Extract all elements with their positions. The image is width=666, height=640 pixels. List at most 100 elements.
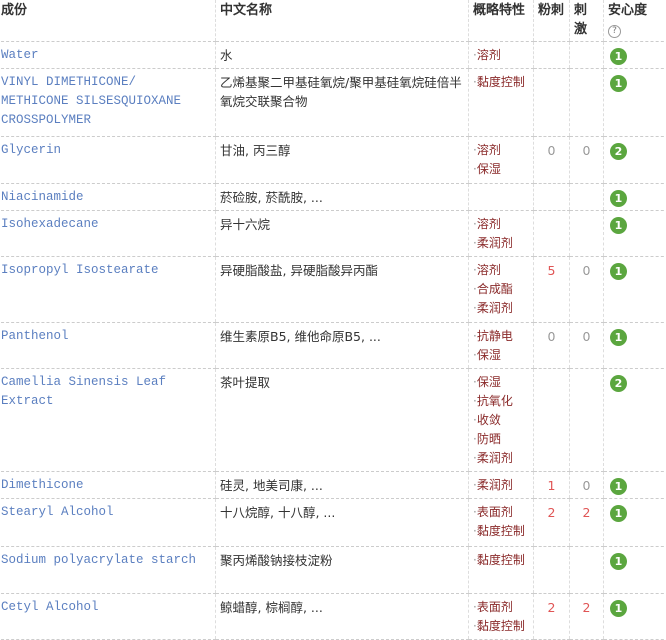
irritation-score	[570, 547, 604, 594]
safety-label: 安心度	[608, 3, 647, 18]
ingredient-link[interactable]: Stearyl Alcohol	[0, 499, 216, 547]
ingredient-link[interactable]: Cetyl Alcohol	[0, 594, 216, 640]
table-row: Glycerin 甘油, 丙三醇 溶剂保湿 0 0 2	[0, 137, 666, 184]
safety-badge: 1	[610, 600, 627, 617]
safety-cell: 1	[604, 594, 666, 640]
acne-score: 1	[534, 472, 570, 499]
chinese-name: 菸硷胺, 菸酰胺, ...	[216, 184, 469, 211]
irritation-score	[570, 69, 604, 137]
safety-cell: 1	[604, 69, 666, 137]
chinese-name: 异十六烷	[216, 211, 469, 257]
properties-cell: 溶剂合成酯柔润剂	[469, 257, 534, 323]
safety-cell: 1	[604, 547, 666, 594]
header-chinese: 中文名称	[216, 0, 469, 42]
safety-cell: 1	[604, 184, 666, 211]
chinese-name: 硅灵, 地美司康, ...	[216, 472, 469, 499]
safety-badge: 1	[610, 217, 627, 234]
acne-score: 5	[534, 257, 570, 323]
property-tag: 保湿	[473, 346, 529, 365]
property-tag: 表面剂	[473, 503, 529, 522]
table-row: Dimethicone 硅灵, 地美司康, ... 柔润剂 1 0 1	[0, 472, 666, 499]
acne-score	[534, 547, 570, 594]
property-tag: 柔润剂	[473, 476, 529, 495]
irritation-score: 2	[570, 499, 604, 547]
safety-badge: 2	[610, 143, 627, 160]
acne-score	[534, 42, 570, 69]
ingredient-link[interactable]: Sodium polyacrylate starch	[0, 547, 216, 594]
properties-cell: 溶剂柔润剂	[469, 211, 534, 257]
table-row: Isohexadecane 异十六烷 溶剂柔润剂 1	[0, 211, 666, 257]
safety-cell: 2	[604, 137, 666, 184]
property-tag: 溶剂	[473, 215, 529, 234]
ingredient-link[interactable]: Isopropyl Isostearate	[0, 257, 216, 323]
properties-cell: 黏度控制	[469, 69, 534, 137]
table-row: Sodium polyacrylate starch 聚丙烯酸钠接枝淀粉 黏度控…	[0, 547, 666, 594]
property-tag: 黏度控制	[473, 617, 529, 636]
safety-cell: 1	[604, 211, 666, 257]
table-row: Panthenol 维生素原B5, 维他命原B5, ... 抗静电保湿 0 0 …	[0, 323, 666, 369]
property-tag: 表面剂	[473, 598, 529, 617]
property-tag: 柔润剂	[473, 299, 529, 318]
table-row: Isopropyl Isostearate 异硬脂酸盐, 异硬脂酸异丙酯 溶剂合…	[0, 257, 666, 323]
property-tag: 溶剂	[473, 141, 529, 160]
irritation-score: 0	[570, 137, 604, 184]
ingredient-link[interactable]: Dimethicone	[0, 472, 216, 499]
header-ingredient: 成份	[0, 0, 216, 42]
table-row: Niacinamide 菸硷胺, 菸酰胺, ... 1	[0, 184, 666, 211]
property-tag: 溶剂	[473, 261, 529, 280]
acne-score: 0	[534, 137, 570, 184]
header-properties: 概略特性	[469, 0, 534, 42]
ingredient-link[interactable]: Glycerin	[0, 137, 216, 184]
safety-cell: 1	[604, 499, 666, 547]
safety-cell: 1	[604, 42, 666, 69]
ingredient-link[interactable]: Water	[0, 42, 216, 69]
safety-cell: 2	[604, 369, 666, 472]
acne-score: 0	[534, 323, 570, 369]
safety-badge: 1	[610, 478, 627, 495]
safety-badge: 1	[610, 75, 627, 92]
ingredient-link[interactable]: Camellia Sinensis Leaf Extract	[0, 369, 216, 472]
chinese-name: 水	[216, 42, 469, 69]
properties-cell: 表面剂黏度控制	[469, 499, 534, 547]
chinese-name: 甘油, 丙三醇	[216, 137, 469, 184]
safety-badge: 2	[610, 375, 627, 392]
table-header: 成份 中文名称 概略特性 粉刺 刺激 安心度 ?	[0, 0, 666, 42]
acne-score: 2	[534, 499, 570, 547]
safety-badge: 1	[610, 553, 627, 570]
table-row: Stearyl Alcohol 十八烷醇, 十八醇, ... 表面剂黏度控制 2…	[0, 499, 666, 547]
property-tag: 收敛	[473, 411, 529, 430]
ingredient-link[interactable]: Panthenol	[0, 323, 216, 369]
acne-score	[534, 184, 570, 211]
acne-score	[534, 369, 570, 472]
safety-badge: 1	[610, 263, 627, 280]
safety-badge: 1	[610, 190, 627, 207]
safety-cell: 1	[604, 472, 666, 499]
help-icon[interactable]: ?	[608, 25, 621, 38]
properties-cell: 黏度控制	[469, 547, 534, 594]
property-tag: 抗氧化	[473, 392, 529, 411]
chinese-name: 乙烯基聚二甲基硅氧烷/聚甲基硅氧烷硅倍半氧烷交联聚合物	[216, 69, 469, 137]
ingredient-link[interactable]: Niacinamide	[0, 184, 216, 211]
irritation-score: 0	[570, 323, 604, 369]
property-tag: 柔润剂	[473, 449, 529, 468]
properties-cell: 溶剂	[469, 42, 534, 69]
safety-cell: 1	[604, 257, 666, 323]
header-acne: 粉刺	[534, 0, 570, 42]
property-tag: 抗静电	[473, 327, 529, 346]
property-tag: 合成酯	[473, 280, 529, 299]
property-tag: 黏度控制	[473, 551, 529, 570]
irritation-score	[570, 42, 604, 69]
acne-score: 2	[534, 594, 570, 640]
table-row: Camellia Sinensis Leaf Extract 茶叶提取 保湿抗氧…	[0, 369, 666, 472]
header-safety: 安心度 ?	[604, 0, 666, 42]
irritation-score	[570, 211, 604, 257]
ingredient-link[interactable]: VINYL DIMETHICONE/ METHICONE SILSESQUIOX…	[0, 69, 216, 137]
irritation-score: 0	[570, 472, 604, 499]
property-tag: 溶剂	[473, 46, 529, 65]
acne-score	[534, 211, 570, 257]
header-irritation: 刺激	[570, 0, 604, 42]
chinese-name: 聚丙烯酸钠接枝淀粉	[216, 547, 469, 594]
ingredient-link[interactable]: Isohexadecane	[0, 211, 216, 257]
chinese-name: 鲸蜡醇, 棕榈醇, ...	[216, 594, 469, 640]
